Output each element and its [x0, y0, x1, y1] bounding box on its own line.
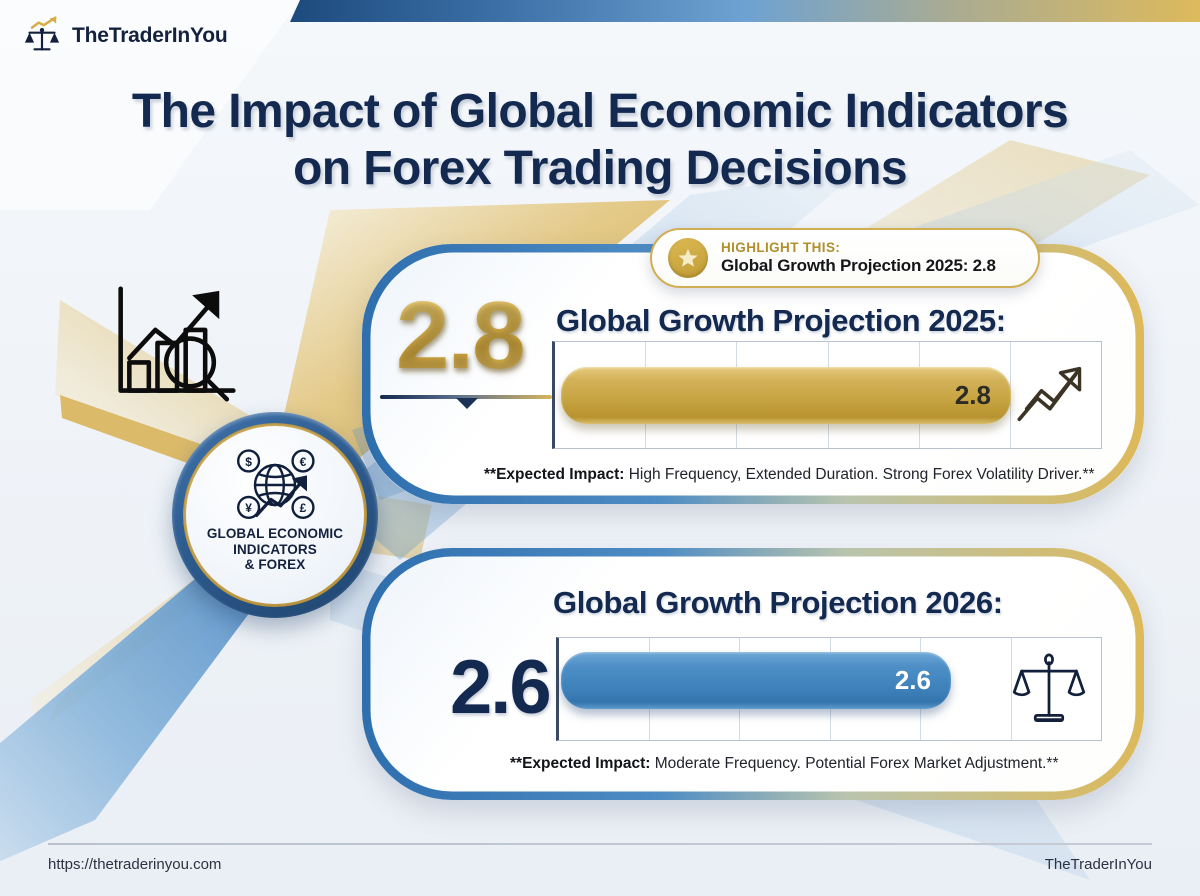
bar-chart-magnifier-icon [118, 286, 236, 402]
footer-brand: TheTraderInYou [1044, 856, 1152, 873]
highlight-text: Global Growth Projection 2025: 2.8 [721, 256, 996, 275]
big-number-2026: 2.6 [450, 645, 552, 730]
trending-up-arrow-icon [1017, 366, 1082, 422]
highlight-kicker: HIGHLIGHT THIS: [721, 240, 841, 255]
card-heading-2025: Global Growth Projection 2025: [556, 303, 1006, 338]
svg-text:€: € [300, 455, 307, 469]
impact-label-2025: **Expected Impact: [484, 466, 625, 483]
impact-label-2026: **Expected Impact: [510, 755, 651, 772]
big-number-caret-2025 [456, 398, 478, 409]
brand-name: TheTraderInYou [72, 24, 228, 47]
balance-scale-icon [1012, 653, 1086, 722]
footer-url[interactable]: https://thetraderinyou.com [48, 856, 222, 873]
footer-divider [48, 843, 1152, 845]
svg-text:$: $ [245, 455, 252, 469]
emblem-label: GLOBAL ECONOMIC INDICATORS & FOREX [207, 526, 343, 573]
emblem-face: $ € ¥ £ GLOBAL ECONOMIC INDICATORS & FOR… [186, 426, 364, 604]
card-heading-2026: Global Growth Projection 2026: [553, 585, 1003, 620]
globe-currency-arrow-icon: $ € ¥ £ [237, 449, 315, 519]
bar-value-2026: 2.6 [894, 665, 931, 695]
top-gradient-bar [290, 0, 1200, 22]
title-line-1: The Impact of Global Economic Indicators [131, 85, 1069, 138]
bar-value-2025: 2.8 [954, 380, 991, 410]
title-line-2: on Forex Trading Decisions [293, 141, 907, 195]
svg-text:£: £ [300, 501, 307, 515]
scale-arrow-logo-icon [24, 16, 60, 51]
emblem-label-line-3: & FOREX [244, 557, 306, 573]
impact-body-2026: Moderate Frequency. Potential Forex Mark… [650, 755, 1059, 772]
emblem-label-line-1: GLOBAL ECONOMIC [206, 526, 344, 541]
impact-text-2026: **Expected Impact: Moderate Frequency. P… [510, 755, 1059, 773]
emblem-label-line-2: INDICATORS [233, 541, 317, 557]
star-badge [668, 238, 708, 278]
star-icon [678, 248, 698, 267]
center-emblem: $ € ¥ £ GLOBAL ECONOMIC INDICATORS & FOR… [172, 412, 378, 618]
brand-logo[interactable]: TheTraderInYou [22, 16, 228, 56]
highlight-lines: HIGHLIGHT THIS: Global Growth Projection… [721, 240, 996, 276]
svg-text:¥: ¥ [245, 501, 252, 515]
page-title: The Impact of Global Economic Indicators… [0, 84, 1200, 197]
bar-2026[interactable]: 2.6 [561, 652, 951, 709]
highlight-callout[interactable]: HIGHLIGHT THIS: Global Growth Projection… [650, 228, 1040, 288]
impact-body-2025: High Frequency, Extended Duration. Stron… [624, 466, 1095, 483]
bar-2025[interactable]: 2.8 [561, 367, 1011, 424]
impact-text-2025: **Expected Impact: High Frequency, Exten… [484, 466, 1095, 484]
big-number-2025: 2.8 [396, 282, 525, 389]
